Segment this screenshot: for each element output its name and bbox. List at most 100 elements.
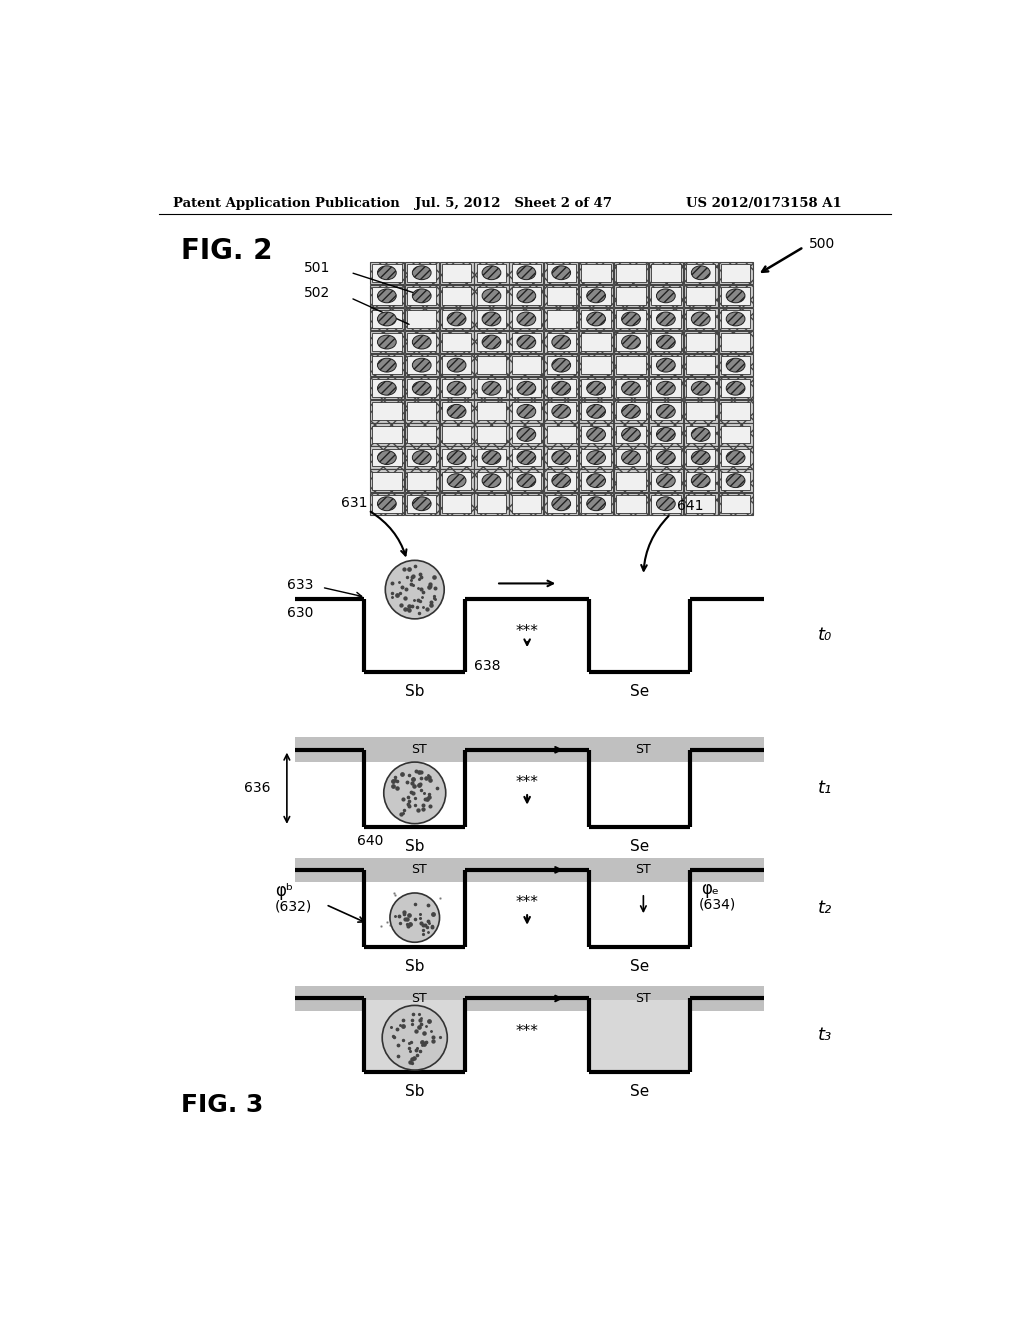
Bar <box>582 403 611 420</box>
Bar <box>591 999 688 1071</box>
Text: 638: 638 <box>474 659 501 673</box>
Bar <box>616 264 646 281</box>
Bar <box>614 446 648 469</box>
Bar <box>442 403 471 420</box>
Bar <box>649 446 683 469</box>
Bar <box>442 333 471 351</box>
Bar <box>582 471 611 490</box>
Bar <box>686 333 716 351</box>
Bar <box>544 261 579 284</box>
Bar <box>512 495 541 512</box>
Bar <box>372 449 401 466</box>
Bar <box>442 449 471 466</box>
Text: 502: 502 <box>304 286 330 300</box>
Bar <box>649 470 683 492</box>
Text: (632): (632) <box>275 900 312 913</box>
Bar <box>509 285 544 308</box>
Bar <box>474 308 509 330</box>
Ellipse shape <box>656 312 675 326</box>
Bar <box>684 331 718 354</box>
Ellipse shape <box>726 381 745 395</box>
Bar <box>474 331 509 354</box>
Bar <box>579 400 613 422</box>
Text: ***: *** <box>516 775 539 789</box>
Text: Se: Se <box>630 684 649 700</box>
Bar <box>686 264 716 281</box>
Bar <box>614 331 648 354</box>
Bar <box>509 354 544 376</box>
Ellipse shape <box>726 450 745 465</box>
Text: ***: *** <box>516 1024 539 1039</box>
Bar <box>684 446 718 469</box>
Bar <box>614 492 648 515</box>
Bar <box>477 379 506 397</box>
Ellipse shape <box>656 496 675 511</box>
Ellipse shape <box>378 358 396 372</box>
Bar <box>719 470 753 492</box>
Bar <box>474 285 509 308</box>
Ellipse shape <box>413 265 431 280</box>
Ellipse shape <box>482 450 501 465</box>
Bar <box>686 425 716 444</box>
Bar <box>407 286 436 305</box>
Ellipse shape <box>413 289 431 302</box>
Bar <box>614 400 648 422</box>
Bar <box>544 308 579 330</box>
Text: Patent Application Publication: Patent Application Publication <box>173 197 399 210</box>
Ellipse shape <box>587 381 605 395</box>
Bar <box>509 378 544 400</box>
Ellipse shape <box>482 474 501 487</box>
Bar <box>477 264 506 281</box>
Ellipse shape <box>413 358 431 372</box>
Circle shape <box>385 561 444 619</box>
Bar <box>477 310 506 327</box>
Bar <box>512 449 541 466</box>
Bar <box>370 470 403 492</box>
Bar <box>721 403 751 420</box>
Bar <box>372 403 401 420</box>
Text: t₂: t₂ <box>818 899 831 917</box>
Bar <box>547 379 575 397</box>
Bar <box>684 285 718 308</box>
Bar <box>477 495 506 512</box>
Bar <box>686 449 716 466</box>
Ellipse shape <box>378 289 396 302</box>
Bar <box>370 424 403 446</box>
Bar <box>370 285 403 308</box>
Bar <box>684 308 718 330</box>
Bar <box>547 264 575 281</box>
Text: Jul. 5, 2012   Sheet 2 of 47: Jul. 5, 2012 Sheet 2 of 47 <box>415 197 611 210</box>
Bar <box>721 356 751 374</box>
Bar <box>579 285 613 308</box>
Bar <box>719 331 753 354</box>
Bar <box>616 379 646 397</box>
Ellipse shape <box>622 312 640 326</box>
Bar <box>649 331 683 354</box>
Bar <box>544 354 579 376</box>
Bar <box>651 471 681 490</box>
Ellipse shape <box>691 381 710 395</box>
Ellipse shape <box>587 474 605 487</box>
Bar <box>439 378 474 400</box>
Bar <box>547 471 575 490</box>
Text: FIG. 2: FIG. 2 <box>180 236 272 265</box>
Bar <box>684 354 718 376</box>
Bar <box>370 331 403 354</box>
Bar <box>442 379 471 397</box>
Bar <box>649 492 683 515</box>
Ellipse shape <box>552 496 570 511</box>
Text: Sb: Sb <box>406 1084 425 1100</box>
Bar <box>404 354 438 376</box>
Ellipse shape <box>447 450 466 465</box>
Bar <box>616 449 646 466</box>
Bar <box>684 470 718 492</box>
Bar <box>372 333 401 351</box>
Bar <box>651 379 681 397</box>
Bar <box>721 471 751 490</box>
Ellipse shape <box>447 474 466 487</box>
Bar <box>616 425 646 444</box>
Bar <box>719 424 753 446</box>
Bar <box>404 308 438 330</box>
Text: φₑ: φₑ <box>701 880 720 898</box>
Ellipse shape <box>378 450 396 465</box>
